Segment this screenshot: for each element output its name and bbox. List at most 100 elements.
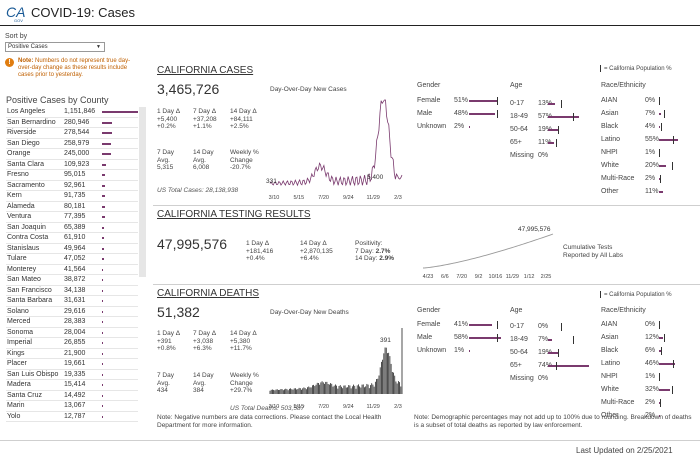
county-row[interactable]: Marin 13,067	[6, 401, 138, 412]
demographic-row: Missing 0%	[510, 151, 598, 161]
county-row[interactable]: Tulare 47,052	[6, 254, 138, 265]
demographic-row: Asian 7%	[601, 109, 700, 119]
x-tick-label: 5/15	[293, 404, 304, 410]
testing-chart[interactable]: 47,995,576 4/23 6/6 7/20 9/2 10/16 11/29 1/12 2/…	[418, 220, 563, 282]
deaths-weekly-label1: Weekly %	[230, 372, 259, 379]
demographic-label: 65+	[510, 139, 522, 146]
county-row[interactable]: Santa Cruz 14,492	[6, 391, 138, 401]
x-tick-label: 2/3	[394, 404, 402, 410]
cases-weekly-value: -20.7%	[230, 164, 251, 171]
deaths-7day-label: 7 Day Δ	[193, 330, 217, 337]
county-row[interactable]: Madera 15,414	[6, 380, 138, 391]
county-bar	[102, 300, 104, 302]
county-bar	[102, 321, 103, 323]
county-row[interactable]: Sonoma 28,004	[6, 328, 138, 338]
divider	[153, 284, 700, 285]
county-row[interactable]: Stanislaus 49,964	[6, 244, 138, 254]
county-value: 258,979	[64, 139, 90, 147]
county-name: Orange	[7, 150, 31, 157]
demographic-row: Female 41%	[417, 320, 519, 330]
county-bar	[102, 268, 104, 271]
cases-7day-label: 7 Day Δ	[193, 108, 217, 115]
county-row[interactable]: Imperial 26,855	[6, 338, 138, 349]
cases-age-title: Age	[510, 82, 523, 89]
county-row[interactable]: Solano 29,616	[6, 307, 138, 317]
cases-7day-avg-label2: Avg.	[157, 156, 170, 164]
x-tick-label: 2/25	[541, 274, 552, 280]
sort-select[interactable]: Positive Cases ▼	[5, 42, 105, 52]
county-row[interactable]: Kern 91,735	[6, 191, 138, 202]
demographic-label: Unknown	[417, 123, 447, 130]
county-value: 91,735	[64, 192, 86, 199]
demographic-pct: 58%	[454, 334, 469, 341]
county-row[interactable]: Kings 21,900	[6, 349, 138, 359]
county-name: Placer	[7, 360, 27, 367]
county-bar	[102, 174, 106, 176]
demographic-label: 50-64	[510, 349, 528, 356]
demographic-pct: 19%	[538, 349, 553, 356]
population-marker	[659, 373, 661, 381]
county-name: Sonoma	[7, 328, 34, 336]
demographic-row: Female 51%	[417, 96, 519, 106]
demographic-pct: 0%	[538, 152, 549, 159]
county-row[interactable]: Ventura 77,395	[6, 212, 138, 223]
demographic-pct: 55%	[645, 136, 660, 143]
deaths-7day-avg-value: 434	[157, 387, 168, 394]
county-row[interactable]: Monterey 41,564	[6, 265, 138, 275]
note-body: Numbers do not represent true day-over-d…	[18, 58, 131, 78]
county-row[interactable]: San Joaquin 65,389	[6, 223, 138, 233]
demographic-label: Black	[601, 347, 619, 354]
deaths-chart[interactable]: 391 3/10 5/15 7/20 9/24 11/29 2/3	[262, 318, 412, 413]
testing-14day-label: 14 Day Δ	[300, 240, 327, 247]
county-row[interactable]: San Luis Obispo 19,335	[6, 370, 138, 380]
county-bar	[102, 373, 103, 376]
county-row[interactable]: Sacramento 92,961	[6, 181, 138, 191]
county-row[interactable]: Yolo 12,787	[6, 412, 138, 422]
county-row[interactable]: Placer 19,661	[6, 359, 138, 370]
county-list-scrollbar[interactable]	[139, 107, 146, 277]
cases-section-title: CALIFORNIA CASES	[157, 65, 254, 76]
county-row[interactable]: Fresno 95,015	[6, 170, 138, 181]
cases-14day-label: 14 Day Δ	[230, 108, 257, 115]
county-name: San Bernardino	[7, 118, 56, 126]
population-marker	[496, 321, 498, 329]
county-row[interactable]: Orange 245,000	[6, 149, 138, 160]
county-row[interactable]: Santa Clara 109,923	[6, 160, 138, 170]
county-bar	[102, 163, 106, 166]
demographic-label: Asian	[601, 334, 619, 341]
county-name: Ventura	[7, 213, 32, 220]
county-row[interactable]: Riverside 278,544	[6, 128, 138, 139]
county-row[interactable]: Los Angeles 1,151,846	[6, 107, 138, 118]
county-value: 29,616	[64, 307, 86, 315]
county-list[interactable]: Los Angeles 1,151,846 San Bernardino 280,94…	[6, 107, 138, 458]
ca-gov-logo[interactable]: CA GOV	[5, 3, 27, 23]
cases-series-line	[269, 99, 403, 187]
x-tick-label: 9/2	[475, 274, 483, 280]
county-value: 109,923	[64, 160, 90, 168]
county-row[interactable]: Santa Barbara 31,631	[6, 296, 138, 307]
county-value: 13,067	[64, 402, 86, 409]
population-marker	[659, 321, 661, 329]
county-name: Fresno	[7, 171, 29, 178]
population-marker	[672, 136, 674, 144]
population-marker	[496, 97, 498, 105]
county-row[interactable]: Merced 28,383	[6, 317, 138, 328]
demographic-bar	[548, 116, 580, 118]
population-marker	[661, 123, 663, 131]
population-marker	[555, 362, 557, 370]
county-value: 77,395	[64, 213, 86, 220]
population-marker	[659, 97, 661, 105]
county-row[interactable]: Contra Costa 61,910	[6, 233, 138, 244]
demographic-label: 50-64	[510, 126, 528, 133]
county-value: 19,335	[64, 370, 86, 378]
demographic-row: Unknown 1%	[417, 346, 519, 356]
cases-chart[interactable]: 331 5,400 3/10 5/15 7/20 9/24 11/29 2/3	[262, 95, 412, 205]
county-row[interactable]: San Francisco 34,138	[6, 286, 138, 296]
county-value: 245,000	[64, 150, 90, 157]
county-row[interactable]: Alameda 80,181	[6, 202, 138, 212]
county-row[interactable]: San Mateo 38,872	[6, 275, 138, 286]
county-row[interactable]: San Bernardino 280,946	[6, 118, 138, 128]
demographic-label: White	[601, 386, 619, 393]
deaths-7day-pct: +6.3%	[193, 345, 212, 352]
county-row[interactable]: San Diego 258,979	[6, 139, 138, 149]
